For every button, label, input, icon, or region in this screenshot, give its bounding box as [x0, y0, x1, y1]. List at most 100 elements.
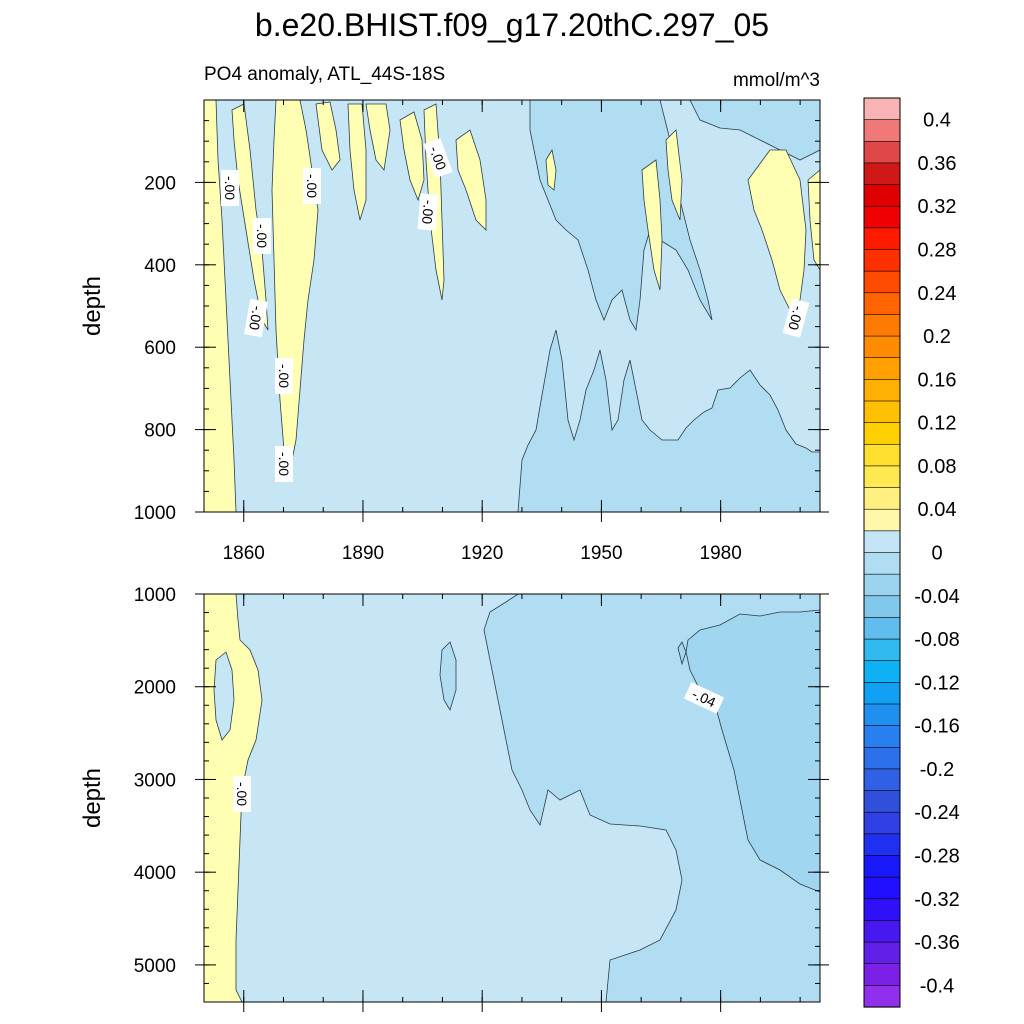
colorbar-tick-label: -0.16 [914, 716, 960, 738]
colorbar-box [863, 530, 901, 554]
y-tick-label: 4000 [134, 863, 176, 884]
contour-label-box [275, 358, 293, 394]
top-contour-labels: -.00 -.00 -.00 -.00 -.00 -.00 -.00 -.00 -.00 [221, 138, 810, 482]
y-tick-label: 200 [144, 173, 176, 194]
colorbar-box [863, 573, 901, 597]
colorbar-box [863, 357, 901, 380]
bottom-fill-neg-island [213, 651, 235, 741]
contour-label-text: -.00 [234, 782, 250, 806]
y-tick-label: 2000 [134, 678, 176, 699]
colorbar-box [863, 725, 901, 748]
colorbar-tick-label: 0.32 [918, 196, 957, 218]
colorbar-tick-label: 0.16 [918, 369, 957, 391]
colorbar-box [863, 443, 901, 467]
colorbar-box [863, 638, 901, 662]
top-fill-neg04-deep [517, 329, 820, 512]
top-pos-streak [315, 101, 341, 171]
contour-label-box [303, 168, 321, 204]
contour-label-text: -.00 [254, 224, 270, 248]
top-pos-streak [399, 111, 425, 202]
colorbar-tick-label: -0.08 [914, 629, 960, 651]
colorbar-box [863, 140, 901, 164]
chart-title: b.e20.BHIST.f09_g17.20thC.297_05 [255, 7, 769, 43]
colorbar-tick-label: 0 [931, 543, 942, 565]
colorbar-box [863, 920, 901, 943]
colorbar-box [863, 790, 901, 813]
colorbar-frame [863, 97, 901, 1008]
y-tick-label: 400 [144, 256, 176, 277]
contour-label: -.00 [275, 446, 293, 482]
colorbar-box [863, 833, 901, 857]
colorbar-box [863, 162, 901, 186]
colorbar-box [863, 508, 901, 532]
bottom-x-ticks [203, 594, 801, 1012]
top-pos-streak [204, 100, 237, 512]
contour-label-box [782, 298, 810, 338]
top-pos-streak [545, 148, 557, 191]
y-tick-label: 1000 [134, 503, 176, 524]
contour-label: -.00 [423, 138, 453, 178]
bottom-contour-labels: -.04-.00 [233, 682, 725, 812]
colorbar-tick-label: 0.04 [918, 499, 957, 521]
x-tick-label: 1980 [700, 543, 742, 564]
y-tick-label: 600 [144, 338, 176, 359]
top-pos-streak [365, 103, 391, 171]
colorbar-box [863, 314, 901, 337]
colorbar-box [863, 682, 901, 705]
bottom-panel: 1000 2000 3000 4000 5000 -.04-.00 depth [79, 585, 829, 1012]
top-fill-neg04-upper-right [689, 100, 820, 161]
contour-label-box [275, 446, 293, 482]
colorbar-tick-label: -0.36 [914, 932, 960, 954]
colorbar-tick-label: 0.08 [918, 456, 957, 478]
colorbar-box [863, 985, 901, 1008]
colorbar-box [863, 876, 901, 900]
panel-subtitle-right: mmol/m^3 [733, 70, 820, 91]
colorbar-box [863, 205, 901, 229]
colorbar-box [863, 249, 901, 272]
colorbar-box [863, 97, 901, 121]
colorbar-tick-label: 0.28 [918, 240, 957, 262]
colorbar-box [863, 811, 901, 835]
contour-label-box [253, 218, 271, 254]
colorbar-tick-label: -0.28 [914, 846, 960, 868]
colorbar-tick-label: 0.2 [923, 326, 951, 348]
contour-label: -.00 [417, 193, 439, 231]
top-pos-streak [747, 149, 807, 311]
colorbar-box [863, 898, 901, 922]
contour-label-text: -.00 [222, 176, 238, 200]
colorbar-tick-label: -0.12 [914, 672, 960, 694]
y-tick-label: 800 [144, 421, 176, 442]
x-tick-label: 1950 [580, 543, 622, 564]
colorbar-box [863, 335, 901, 359]
top-x-ticks: 1860 1890 1920 1950 1980 [203, 100, 801, 564]
colorbar-box [863, 963, 901, 986]
colorbar-box [863, 552, 901, 575]
colorbar-tick-label: -0.04 [914, 586, 960, 608]
y-tick-label: 1000 [134, 585, 176, 606]
colorbar-box [863, 119, 901, 142]
contour-label-box [221, 170, 239, 206]
contour-label-box [417, 193, 439, 231]
contour-label-box [244, 298, 268, 338]
top-pos-streak [641, 159, 663, 291]
top-pos-streak [455, 129, 487, 231]
colorbar-box [863, 465, 901, 489]
contour-label-text: -.00 [785, 304, 807, 332]
contour-label-text: -.00 [426, 144, 449, 172]
colorbar-tick-label: 0.4 [923, 110, 951, 132]
colorbar-labels: 0.4 0.36 0.32 0.28 0.24 0.2 0.16 0.12 0.08 0.04 0 -… [914, 110, 960, 998]
colorbar-box [863, 660, 901, 683]
colorbar [863, 97, 901, 1008]
contour-label-text: -.00 [276, 364, 292, 388]
colorbar-box [863, 595, 901, 619]
contour-label-text: -.00 [246, 305, 266, 332]
contour-label: -.00 [782, 298, 810, 338]
bottom-fill-neg06-sliver [677, 641, 687, 666]
colorbar-box [863, 292, 901, 316]
contour-label: -.00 [244, 298, 268, 338]
contour-label: -.00 [253, 218, 271, 254]
contour-label-text: -.00 [276, 452, 292, 476]
y-tick-label: 5000 [134, 956, 176, 977]
top-panel: 1860 1890 1920 1950 1980 200 400 600 800 1000 -.… [79, 99, 829, 564]
